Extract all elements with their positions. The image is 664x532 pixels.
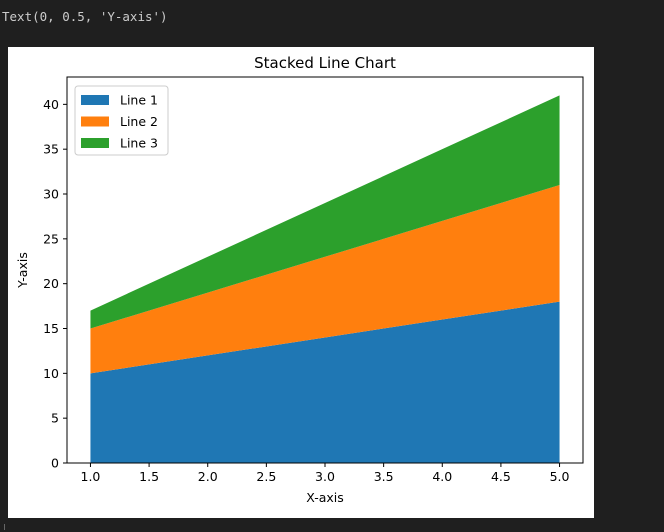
chart-title: Stacked Line Chart	[254, 54, 396, 72]
x-tick-label: 4.0	[432, 469, 452, 484]
x-tick-label: 2.5	[256, 469, 276, 484]
y-tick-label: 20	[43, 276, 59, 291]
area-series-3	[90, 95, 560, 329]
area-layers	[90, 95, 560, 463]
y-tick-label: 25	[43, 231, 59, 246]
x-tick-label: 1.0	[81, 469, 101, 484]
x-axis-title: X-axis	[306, 490, 344, 505]
output-text: Text(0, 0.5, 'Y-axis')	[2, 9, 168, 24]
legend-label: Line 3	[120, 136, 158, 151]
y-tick-label: 10	[43, 366, 59, 381]
legend-label: Line 1	[120, 93, 158, 108]
y-tick-label: 5	[51, 411, 59, 426]
x-tick-label: 5.0	[550, 469, 570, 484]
y-ticks: 0 5 10 15 20 25 30 35 40	[43, 97, 67, 471]
x-tick-label: 3.5	[374, 469, 394, 484]
legend-swatch	[81, 95, 109, 105]
x-tick-label: 2.0	[198, 469, 218, 484]
y-tick-label: 15	[43, 321, 59, 336]
y-axis-title: Y-axis	[15, 252, 30, 289]
area-series-2	[90, 185, 560, 374]
legend-swatch	[81, 116, 109, 127]
y-tick-label: 0	[51, 456, 59, 471]
scroll-marker	[4, 524, 9, 530]
x-ticks: 1.0 1.5 2.0 2.5 3.0 3.5 4.0 4.5 5.0	[81, 463, 570, 484]
x-tick-label: 3.0	[315, 469, 335, 484]
y-tick-label: 40	[43, 97, 59, 112]
y-tick-label: 30	[43, 187, 59, 202]
legend: Line 1 Line 2 Line 3	[74, 85, 169, 156]
chart-svg: 1.0 1.5 2.0 2.5 3.0 3.5 4.0 4.5 5.0 0 5 10 15 20 25 30…	[15, 54, 584, 505]
legend-swatch	[81, 138, 109, 148]
x-tick-label: 1.5	[139, 469, 159, 484]
chart-figure: 1.0 1.5 2.0 2.5 3.0 3.5 4.0 4.5 5.0 0 5 10 15 20 25 30…	[8, 47, 594, 518]
legend-label: Line 2	[120, 114, 158, 129]
area-series-1	[90, 301, 560, 463]
y-tick-label: 35	[43, 142, 59, 157]
x-tick-label: 4.5	[491, 469, 511, 484]
